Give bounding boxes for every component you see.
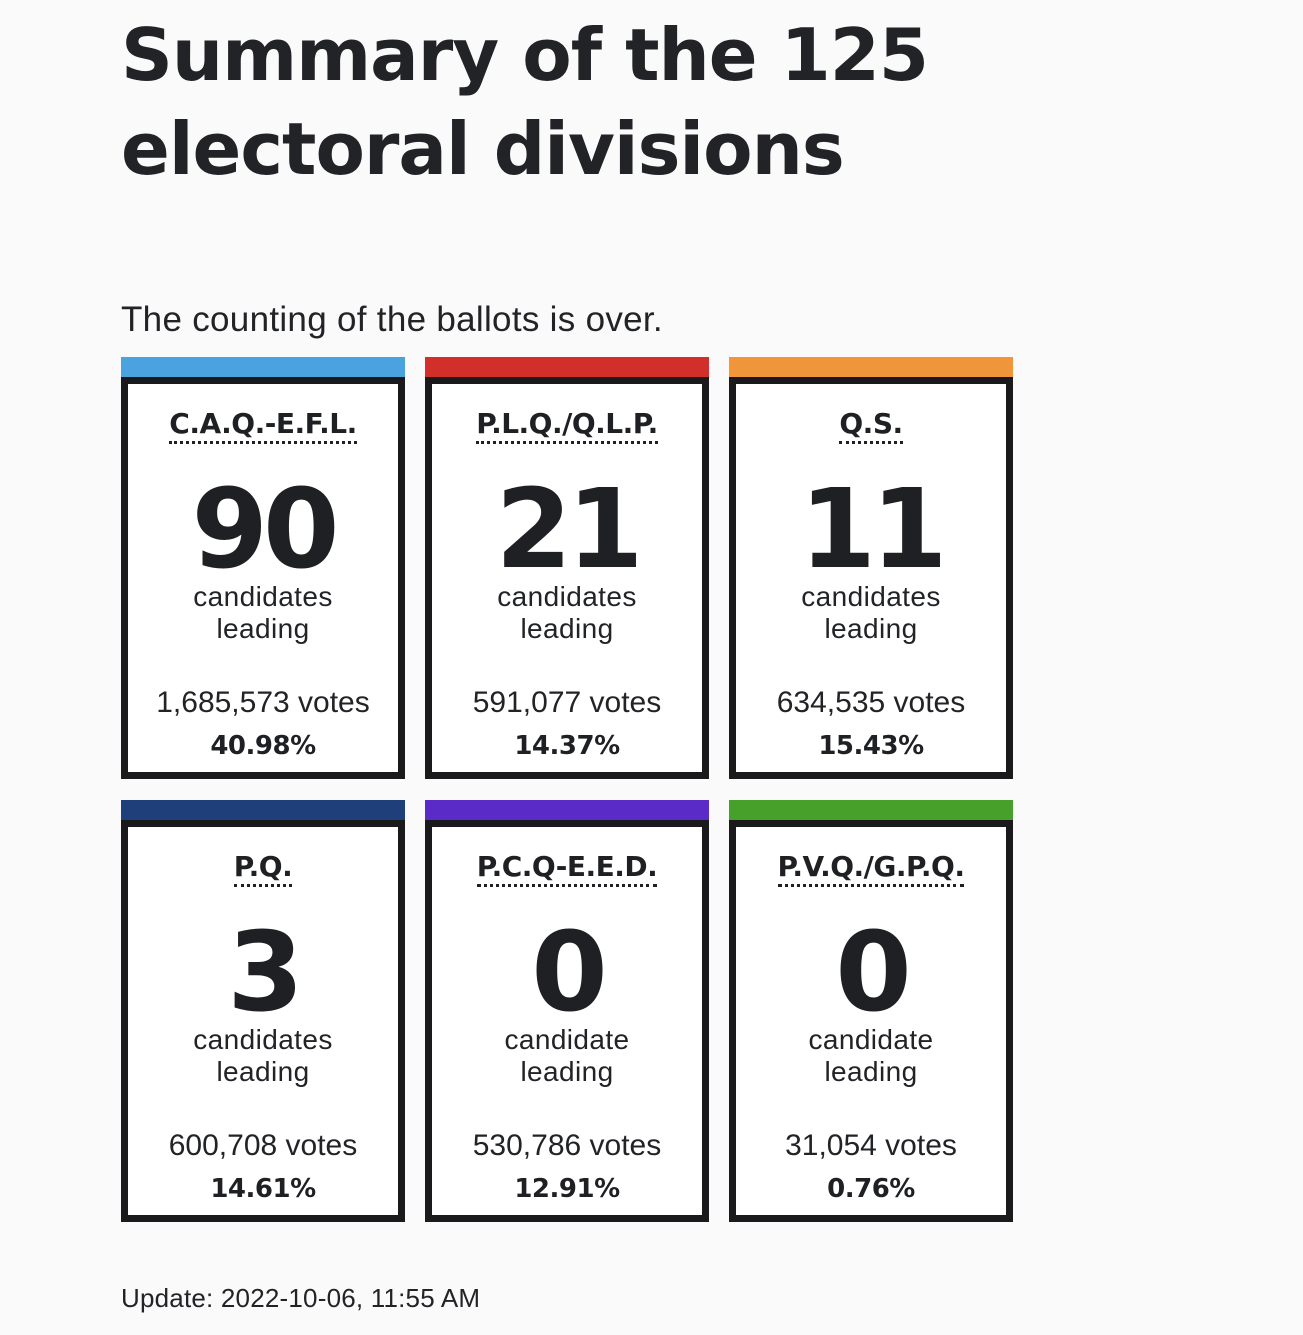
page-title: Summary of the 125 electoral divisions [121,13,929,191]
seat-count: 90 [191,465,339,593]
party-name-link[interactable]: P.C.Q-E.E.D. [476,850,658,887]
party-card-box: P.V.Q./G.P.Q. 0 candidate leading 31,054 … [729,820,1013,1222]
party-color-bar [425,357,709,377]
seat-count: 0 [835,908,912,1036]
vote-count: 591,077 votes [472,686,662,719]
leading-label: candidates leading [766,581,976,645]
party-name-link[interactable]: P.L.Q./Q.L.P. [476,407,658,444]
leading-label-line1: candidates [193,1024,333,1055]
party-color-bar [425,800,709,820]
leading-label-line1: candidates [193,581,333,612]
seat-count: 3 [227,908,304,1036]
vote-count: 600,708 votes [168,1129,358,1162]
party-card-pq: P.Q. 3 candidates leading 600,708 votes 1… [121,800,405,1222]
leading-label-line2: leading [216,1056,310,1087]
party-card-box: P.C.Q-E.E.D. 0 candidate leading 530,786 … [425,820,709,1222]
party-card-qs: Q.S. 11 candidates leading 634,535 votes … [729,357,1013,779]
party-card-box: P.Q. 3 candidates leading 600,708 votes 1… [121,820,405,1222]
party-color-bar [121,800,405,820]
leading-label: candidate leading [766,1024,976,1088]
party-card-caq: C.A.Q.-E.F.L. 90 candidates leading 1,685… [121,357,405,779]
party-card-plq: P.L.Q./Q.L.P. 21 candidates leading 591,0… [425,357,709,779]
vote-percent: 40.98% [210,731,316,761]
vote-count: 31,054 votes [785,1129,957,1162]
leading-label-line2: leading [824,613,918,644]
party-card-box: P.L.Q./Q.L.P. 21 candidates leading 591,0… [425,377,709,779]
leading-label-line2: leading [520,1056,614,1087]
leading-label: candidate leading [462,1024,672,1088]
vote-count: 1,685,573 votes [156,686,370,719]
update-timestamp: Update: 2022-10-06, 11:55 AM [121,1283,481,1313]
seat-count: 21 [495,465,643,593]
seat-count: 0 [531,908,608,1036]
party-name-link[interactable]: P.Q. [233,850,293,887]
leading-label-line2: leading [520,613,614,644]
party-name-link[interactable]: C.A.Q.-E.F.L. [169,407,357,444]
party-card-box: Q.S. 11 candidates leading 634,535 votes … [729,377,1013,779]
vote-count: 530,786 votes [472,1129,662,1162]
counting-status: The counting of the ballots is over. [121,300,663,339]
party-name-link[interactable]: P.V.Q./G.P.Q. [777,850,965,887]
vote-percent: 14.61% [210,1174,316,1204]
party-color-bar [729,357,1013,377]
vote-percent: 12.91% [514,1174,620,1204]
leading-label: candidates leading [462,581,672,645]
vote-percent: 15.43% [818,731,924,761]
party-results-grid: C.A.Q.-E.F.L. 90 candidates leading 1,685… [121,357,1014,1222]
party-name-link[interactable]: Q.S. [839,407,903,444]
vote-count: 634,535 votes [776,686,966,719]
party-card-pvq: P.V.Q./G.P.Q. 0 candidate leading 31,054 … [729,800,1013,1222]
party-color-bar [729,800,1013,820]
leading-label-line1: candidate [504,1024,630,1055]
party-card-pcq: P.C.Q-E.E.D. 0 candidate leading 530,786 … [425,800,709,1222]
vote-percent: 0.76% [827,1174,915,1204]
leading-label: candidates leading [158,581,368,645]
leading-label-line1: candidates [497,581,637,612]
leading-label-line1: candidates [801,581,941,612]
leading-label-line1: candidate [808,1024,934,1055]
seat-count: 11 [799,465,947,593]
leading-label: candidates leading [158,1024,368,1088]
leading-label-line2: leading [824,1056,918,1087]
vote-percent: 14.37% [514,731,620,761]
party-card-box: C.A.Q.-E.F.L. 90 candidates leading 1,685… [121,377,405,779]
leading-label-line2: leading [216,613,310,644]
party-color-bar [121,357,405,377]
